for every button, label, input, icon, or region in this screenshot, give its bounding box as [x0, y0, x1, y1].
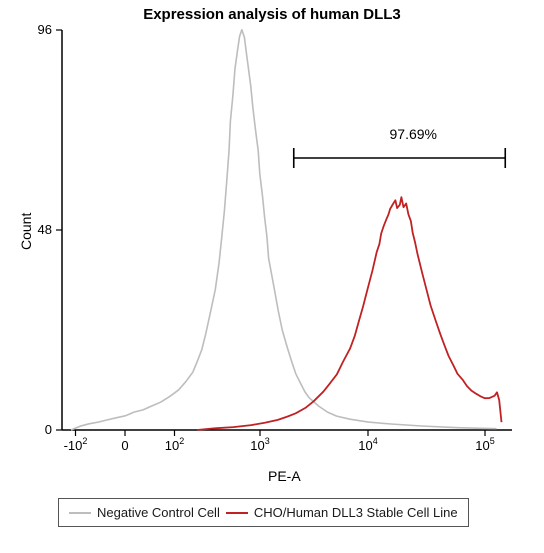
- y-axis-title: Count: [18, 213, 34, 250]
- legend-label: Negative Control Cell: [97, 505, 220, 520]
- svg-text:-102: -102: [64, 436, 88, 453]
- svg-text:96: 96: [38, 22, 52, 37]
- x-axis-title: PE-A: [268, 468, 301, 484]
- legend-swatch: [69, 512, 91, 514]
- svg-text:103: 103: [250, 436, 269, 453]
- legend-swatch: [226, 512, 248, 514]
- svg-text:0: 0: [121, 438, 128, 453]
- svg-text:105: 105: [475, 436, 494, 453]
- svg-text:104: 104: [358, 436, 377, 453]
- chart-container: { "chart": { "type": "histogram", "title…: [0, 0, 544, 553]
- svg-text:0: 0: [45, 422, 52, 437]
- svg-text:102: 102: [165, 436, 184, 453]
- svg-text:48: 48: [38, 222, 52, 237]
- legend-label: CHO/Human DLL3 Stable Cell Line: [254, 505, 458, 520]
- gate-percent-label: 97.69%: [390, 126, 437, 142]
- legend: Negative Control Cell CHO/Human DLL3 Stab…: [58, 498, 469, 527]
